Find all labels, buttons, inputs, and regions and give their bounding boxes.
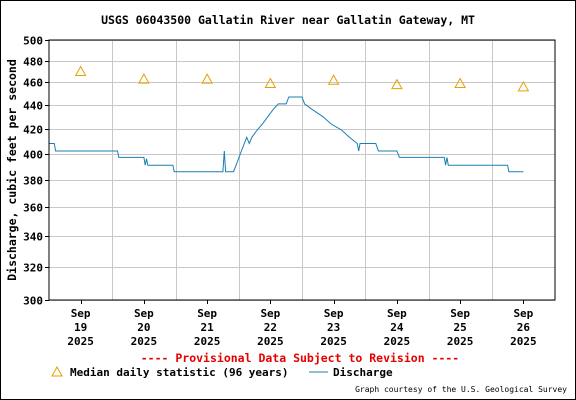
grid-lines xyxy=(45,40,555,304)
x-tick-month: Sep xyxy=(513,307,533,320)
legend: Median daily statistic (96 years) Discha… xyxy=(51,365,393,379)
x-tick-year: 2025 xyxy=(384,335,411,348)
median-point xyxy=(454,77,466,89)
x-tick-labels: Sep192025Sep202025Sep212025Sep222025Sep2… xyxy=(67,307,536,348)
triangle-marker-icon xyxy=(51,365,63,377)
median-point xyxy=(201,73,213,84)
x-tick-day: 26 xyxy=(517,321,531,334)
x-tick-month: Sep xyxy=(387,307,407,320)
x-tick-month: Sep xyxy=(260,307,280,320)
credit-text: Graph courtesy of the U.S. Geological Su… xyxy=(355,385,567,394)
median-point xyxy=(74,65,87,76)
x-tick-month: Sep xyxy=(197,307,217,320)
y-tick-label: 400 xyxy=(23,149,43,162)
series-layer xyxy=(49,65,530,173)
x-tick-month: Sep xyxy=(134,307,154,320)
y-tick-label: 500 xyxy=(23,35,43,48)
legend-median-label: Median daily statistic (96 years) xyxy=(70,366,289,379)
chart-title: USGS 06043500 Gallatin River near Gallat… xyxy=(101,13,475,27)
x-tick-year: 2025 xyxy=(67,335,94,348)
x-tick-month: Sep xyxy=(450,307,470,320)
y-tick-label: 340 xyxy=(23,231,43,244)
x-tick-year: 2025 xyxy=(194,335,221,348)
x-tick-year: 2025 xyxy=(510,335,537,348)
median-point xyxy=(391,78,403,90)
y-axis-label: Discharge, cubic feet per second xyxy=(5,59,19,281)
x-tick-year: 2025 xyxy=(320,335,347,348)
median-point xyxy=(327,74,340,85)
x-tick-month: Sep xyxy=(324,307,344,320)
y-tick-label: 380 xyxy=(23,175,43,188)
y-tick-label: 420 xyxy=(23,124,43,137)
x-tick-day: 22 xyxy=(264,321,277,334)
median-point xyxy=(517,80,530,92)
x-tick-day: 24 xyxy=(390,321,404,334)
median-point xyxy=(264,77,277,89)
x-tick-day: 19 xyxy=(74,321,87,334)
plot-area xyxy=(48,39,556,301)
x-tick-year: 2025 xyxy=(131,335,158,348)
x-tick-day: 20 xyxy=(137,321,150,334)
y-tick-label: 440 xyxy=(23,100,43,113)
provisional-notice: ---- Provisional Data Subject to Revisio… xyxy=(141,351,460,365)
discharge-series-line xyxy=(49,96,524,173)
x-tick-day: 23 xyxy=(327,321,340,334)
y-tick-label: 360 xyxy=(23,202,43,215)
x-tick-day: 25 xyxy=(454,321,467,334)
x-tick-day: 21 xyxy=(201,321,215,334)
x-tick-year: 2025 xyxy=(447,335,474,348)
x-tick-year: 2025 xyxy=(257,335,284,348)
y-tick-label: 480 xyxy=(23,56,43,69)
median-point xyxy=(138,73,150,84)
legend-discharge-label: Discharge xyxy=(333,366,393,379)
y-tick-labels: 300 320 340 360 380 400 420 440 460 480 500 xyxy=(23,35,43,308)
y-tick-label: 460 xyxy=(23,77,43,90)
y-tick-label: 300 xyxy=(23,295,43,308)
y-tick-label: 320 xyxy=(23,262,43,275)
x-tick-month: Sep xyxy=(71,307,91,320)
